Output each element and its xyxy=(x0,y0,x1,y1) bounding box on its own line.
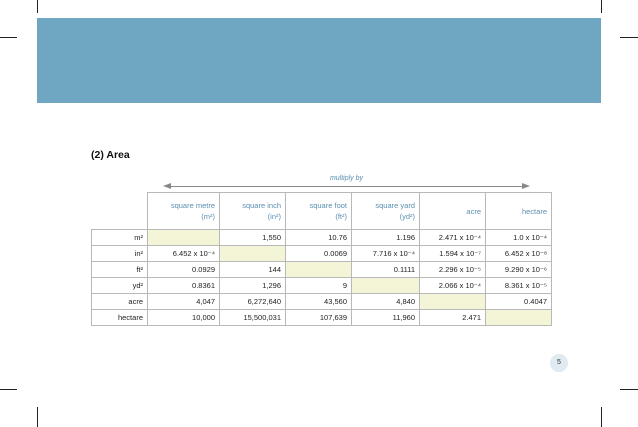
table-cell: 11,960 xyxy=(351,309,420,326)
table-cell: 9 xyxy=(285,277,352,294)
table-cell: 1.0 x 10⁻⁴ xyxy=(485,229,552,246)
column-header: square metre (m²) xyxy=(147,192,220,230)
column-header-name: square metre xyxy=(170,201,215,210)
table-row: acre 4,047 6,272,640 43,560 4,840 0.4047 xyxy=(91,293,552,310)
table-cell: 0.0929 xyxy=(147,261,220,278)
diagonal-cell xyxy=(285,261,352,278)
crop-mark xyxy=(0,389,17,390)
diagonal-cell xyxy=(351,277,420,294)
crop-mark xyxy=(37,0,38,13)
column-header-name: square yard xyxy=(375,201,415,210)
table-cell: 2.471 xyxy=(419,309,486,326)
table-cell: 1.196 xyxy=(351,229,420,246)
table-cell: 7.716 x 10⁻⁴ xyxy=(351,245,420,262)
crop-mark xyxy=(601,0,602,13)
column-header-name: acre xyxy=(466,206,481,216)
crop-mark xyxy=(601,407,602,427)
table-cell: 0.0069 xyxy=(285,245,352,262)
row-header: acre xyxy=(91,293,148,310)
column-header: square foot (ft²) xyxy=(285,192,352,230)
column-header-name: square foot xyxy=(309,201,347,210)
table-cell: 0.1111 xyxy=(351,261,420,278)
table-header-row: square metre (m²) square inch (in²) square… xyxy=(91,192,552,230)
table-cell: 9.290 x 10⁻⁶ xyxy=(485,261,552,278)
table-row: in² 6.452 x 10⁻⁴ 0.0069 7.716 x 10⁻⁴ 1.594 x… xyxy=(91,245,552,262)
table-cell: 15,500,031 xyxy=(219,309,286,326)
column-header-unit: (yd²) xyxy=(399,212,415,221)
row-header: hectare xyxy=(91,309,148,326)
table-row: ft² 0.0929 144 0.1111 2.296 x 10⁻⁵ 9.290 x 10… xyxy=(91,261,552,278)
diagonal-cell xyxy=(419,293,486,310)
table-cell: 1,296 xyxy=(219,277,286,294)
table-cell: 6,272,640 xyxy=(219,293,286,310)
table-cell: 4,047 xyxy=(147,293,220,310)
column-header: square inch (in²) xyxy=(219,192,286,230)
table-row: yd² 0.8361 1,296 9 2.066 x 10⁻⁴ 8.361 x 10⁻⁵ xyxy=(91,277,552,294)
column-header: hectare xyxy=(485,192,552,230)
table-cell: 2.066 x 10⁻⁴ xyxy=(419,277,486,294)
column-header-unit: (ft²) xyxy=(335,212,347,221)
column-header-name: square inch xyxy=(242,201,281,210)
table-cell: 0.8361 xyxy=(147,277,220,294)
table-cell: 1,550 xyxy=(219,229,286,246)
row-header: ft² xyxy=(91,261,148,278)
table-row: m² 1,550 10.76 1.196 2.471 x 10⁻⁴ 1.0 x 10⁻⁴ xyxy=(91,229,552,246)
column-header: square yard (yd²) xyxy=(351,192,420,230)
arrow-right-icon xyxy=(522,183,530,189)
table-cell: 2.296 x 10⁻⁵ xyxy=(419,261,486,278)
multiply-by-indicator: multiply by xyxy=(163,174,530,194)
arrow-left-icon xyxy=(163,183,171,189)
table-cell: 0.4047 xyxy=(485,293,552,310)
area-conversion-table: square metre (m²) square inch (in²) square… xyxy=(91,192,552,326)
table-cell: 6.452 x 10⁻⁸ xyxy=(485,245,552,262)
table-cell: 10,000 xyxy=(147,309,220,326)
crop-mark xyxy=(620,389,638,390)
column-header-unit: (in²) xyxy=(267,212,281,221)
column-header-name: hectare xyxy=(521,206,547,216)
table-cell: 6.452 x 10⁻⁴ xyxy=(147,245,220,262)
row-header: yd² xyxy=(91,277,148,294)
section-title: (2) Area xyxy=(91,149,130,161)
table-row: hectare 10,000 15,500,031 107,639 11,960 2.47… xyxy=(91,309,552,326)
table-cell: 144 xyxy=(219,261,286,278)
arrow-line xyxy=(169,186,524,187)
diagonal-cell xyxy=(147,229,220,246)
table-cell: 2.471 x 10⁻⁴ xyxy=(419,229,486,246)
crop-mark xyxy=(620,37,638,38)
table-corner-cell xyxy=(91,192,148,230)
table-cell: 8.361 x 10⁻⁵ xyxy=(485,277,552,294)
table-cell: 43,560 xyxy=(285,293,352,310)
column-header: acre xyxy=(419,192,486,230)
header-band xyxy=(37,18,601,103)
multiply-by-label: multiply by xyxy=(329,175,364,182)
crop-mark xyxy=(0,37,17,38)
table-cell: 4,840 xyxy=(351,293,420,310)
diagonal-cell xyxy=(219,245,286,262)
row-header: m² xyxy=(91,229,148,246)
table-cell: 1.594 x 10⁻⁷ xyxy=(419,245,486,262)
crop-mark xyxy=(37,407,38,427)
table-cell: 10.76 xyxy=(285,229,352,246)
page-number: 5 xyxy=(550,354,568,372)
table-cell: 107,639 xyxy=(285,309,352,326)
column-header-unit: (m²) xyxy=(201,212,215,221)
diagonal-cell xyxy=(485,309,552,326)
row-header: in² xyxy=(91,245,148,262)
